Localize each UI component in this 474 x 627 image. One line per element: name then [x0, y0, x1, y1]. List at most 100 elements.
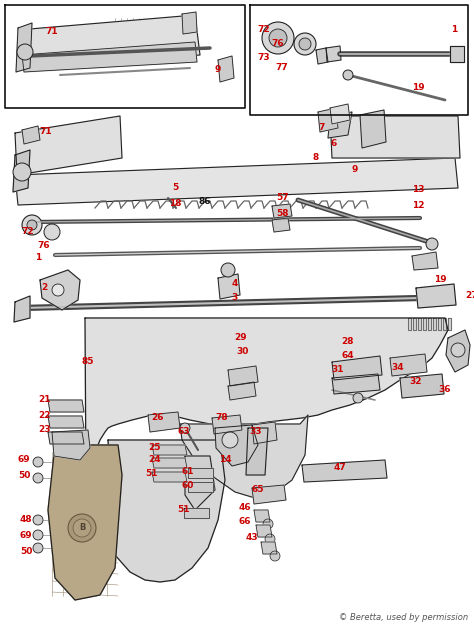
- Polygon shape: [413, 318, 416, 330]
- Text: 12: 12: [412, 201, 424, 209]
- Text: 3: 3: [232, 293, 238, 302]
- Polygon shape: [360, 110, 386, 148]
- Polygon shape: [52, 430, 90, 460]
- Text: 25: 25: [149, 443, 161, 453]
- Polygon shape: [254, 510, 270, 522]
- Polygon shape: [302, 460, 387, 482]
- Circle shape: [13, 163, 31, 181]
- Text: 19: 19: [434, 275, 447, 285]
- Circle shape: [222, 432, 238, 448]
- Polygon shape: [450, 46, 464, 62]
- Polygon shape: [180, 415, 308, 498]
- Text: B: B: [79, 524, 85, 532]
- Circle shape: [263, 519, 273, 529]
- Polygon shape: [40, 270, 80, 310]
- Text: 66: 66: [239, 517, 251, 527]
- Text: 9: 9: [215, 65, 221, 75]
- Polygon shape: [48, 400, 84, 412]
- Text: 29: 29: [235, 334, 247, 342]
- Polygon shape: [443, 318, 446, 330]
- Polygon shape: [182, 12, 197, 34]
- Polygon shape: [423, 318, 426, 330]
- Polygon shape: [48, 432, 84, 444]
- Text: 58: 58: [277, 209, 289, 218]
- Circle shape: [44, 224, 60, 240]
- Circle shape: [33, 473, 43, 483]
- Polygon shape: [218, 56, 234, 82]
- Polygon shape: [330, 104, 350, 124]
- Circle shape: [262, 22, 294, 54]
- Text: 13: 13: [412, 186, 424, 194]
- Text: 32: 32: [410, 377, 422, 386]
- Text: 47: 47: [334, 463, 346, 473]
- Text: 2: 2: [41, 283, 47, 293]
- Polygon shape: [400, 374, 444, 398]
- Text: 51: 51: [178, 505, 190, 515]
- Circle shape: [343, 70, 353, 80]
- Polygon shape: [412, 252, 438, 270]
- Circle shape: [221, 263, 235, 277]
- Text: 50: 50: [18, 472, 30, 480]
- Polygon shape: [261, 542, 277, 554]
- Circle shape: [73, 519, 91, 537]
- Text: © Beretta, used by permission: © Beretta, used by permission: [339, 613, 468, 623]
- Text: 61: 61: [182, 468, 194, 477]
- Polygon shape: [252, 485, 286, 504]
- Text: 65: 65: [252, 485, 264, 495]
- Circle shape: [294, 33, 316, 55]
- Text: 14: 14: [219, 455, 231, 465]
- Polygon shape: [188, 482, 213, 492]
- Polygon shape: [188, 468, 213, 478]
- Polygon shape: [448, 318, 451, 330]
- Text: 6: 6: [331, 139, 337, 147]
- Polygon shape: [272, 218, 290, 232]
- Polygon shape: [318, 108, 338, 132]
- Text: 27: 27: [465, 290, 474, 300]
- Polygon shape: [326, 46, 341, 62]
- Polygon shape: [408, 318, 411, 330]
- Text: 33: 33: [250, 428, 262, 436]
- Polygon shape: [13, 150, 30, 192]
- Text: 63: 63: [178, 428, 190, 436]
- Polygon shape: [14, 296, 30, 322]
- Text: 85: 85: [82, 357, 94, 367]
- Polygon shape: [433, 318, 436, 330]
- Polygon shape: [418, 318, 421, 330]
- Polygon shape: [16, 23, 32, 72]
- Circle shape: [33, 543, 43, 553]
- Text: 1: 1: [35, 253, 41, 263]
- Text: 31: 31: [332, 366, 344, 374]
- Circle shape: [27, 220, 37, 230]
- Circle shape: [299, 38, 311, 50]
- Text: 86: 86: [199, 198, 211, 206]
- Polygon shape: [246, 428, 268, 475]
- Text: 73: 73: [258, 53, 270, 63]
- Polygon shape: [22, 42, 197, 72]
- Text: 77: 77: [275, 63, 288, 73]
- Polygon shape: [272, 204, 292, 218]
- Text: 46: 46: [239, 503, 251, 512]
- Polygon shape: [428, 318, 431, 330]
- Text: 72: 72: [22, 228, 34, 236]
- Polygon shape: [152, 458, 187, 468]
- Text: 69: 69: [18, 455, 30, 465]
- Polygon shape: [15, 116, 122, 175]
- Circle shape: [33, 515, 43, 525]
- Text: 71: 71: [46, 28, 58, 36]
- Text: 26: 26: [152, 413, 164, 423]
- Circle shape: [33, 530, 43, 540]
- Circle shape: [265, 534, 275, 544]
- Polygon shape: [332, 374, 380, 394]
- Polygon shape: [108, 440, 225, 582]
- Polygon shape: [215, 425, 258, 466]
- Polygon shape: [256, 525, 272, 537]
- Text: 69: 69: [20, 532, 32, 540]
- Text: 5: 5: [172, 184, 178, 192]
- Polygon shape: [185, 456, 215, 510]
- Polygon shape: [438, 318, 441, 330]
- Text: 50: 50: [20, 547, 32, 557]
- Text: 1: 1: [451, 26, 457, 34]
- Text: 48: 48: [20, 515, 32, 525]
- Polygon shape: [416, 284, 456, 308]
- Text: 36: 36: [439, 386, 451, 394]
